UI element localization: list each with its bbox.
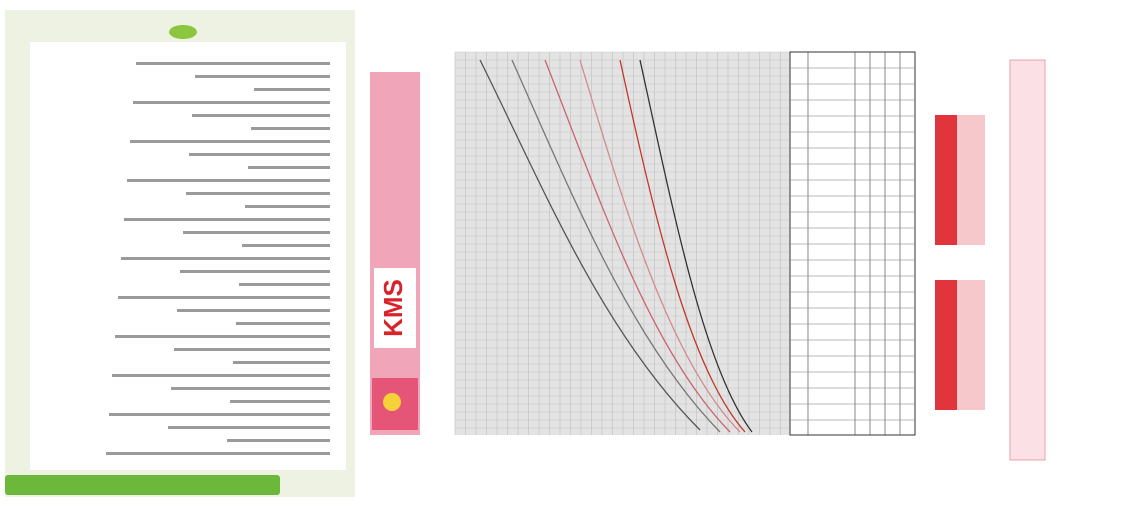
text-line <box>242 244 330 247</box>
text-line <box>130 140 330 143</box>
text-line <box>239 283 330 286</box>
text-line <box>183 231 330 234</box>
text-line <box>106 452 330 455</box>
text-line <box>174 348 330 351</box>
text-line <box>109 413 330 416</box>
text-line <box>186 192 330 195</box>
text-line <box>136 62 330 65</box>
text-line <box>245 205 330 208</box>
illustration-figure <box>383 393 401 411</box>
logo: KMS <box>378 279 408 337</box>
text-line <box>180 270 330 273</box>
text-line <box>118 296 330 299</box>
info-box <box>1010 60 1045 460</box>
text-line <box>177 309 330 312</box>
text-line <box>236 322 330 325</box>
footer-bar <box>5 475 280 495</box>
text-line <box>121 257 330 260</box>
record-table <box>790 52 915 435</box>
note-body <box>957 115 985 245</box>
text-line <box>124 218 330 221</box>
note-box <box>935 115 957 245</box>
text-line <box>112 374 330 377</box>
text-line <box>189 153 330 156</box>
form-page <box>30 42 346 470</box>
text-line <box>171 387 330 390</box>
page-badge <box>169 25 197 39</box>
text-line <box>254 88 330 91</box>
text-line <box>168 426 330 429</box>
page: KMS <box>0 0 1128 508</box>
text-line <box>133 101 330 104</box>
growth-chart <box>455 52 790 435</box>
text-line <box>230 400 330 403</box>
text-line <box>127 179 330 182</box>
text-line <box>251 127 330 130</box>
text-line <box>195 75 330 78</box>
kms-card-scan: KMS <box>0 0 1128 508</box>
note-body <box>957 280 985 410</box>
text-line <box>192 114 330 117</box>
text-line <box>248 166 330 169</box>
text-line <box>115 335 330 338</box>
text-line <box>233 361 330 364</box>
text-line <box>227 439 330 442</box>
note-box <box>935 280 957 410</box>
